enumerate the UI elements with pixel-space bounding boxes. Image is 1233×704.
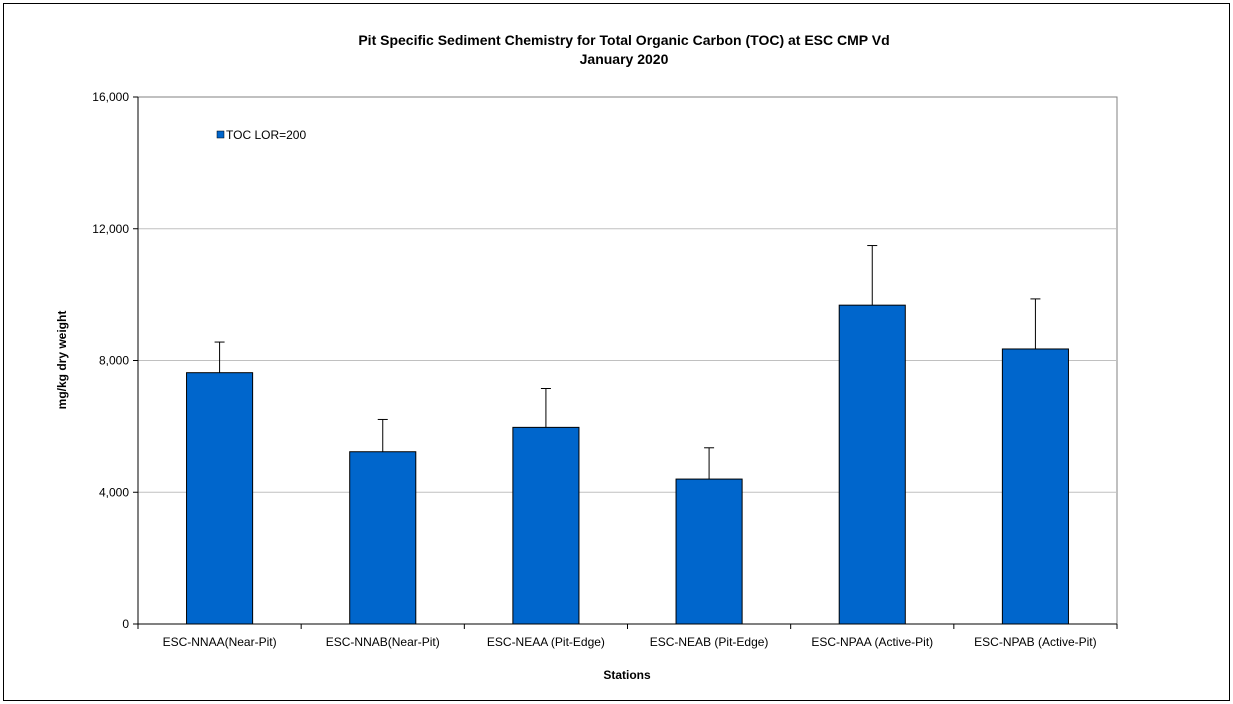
y-tick-label: 12,000	[92, 222, 129, 236]
legend-swatch	[216, 130, 225, 139]
gridlines	[138, 228, 1117, 493]
y-tick-label: 16,000	[92, 90, 129, 104]
x-axis-ticks: ESC-NNAA(Near-Pit) ESC-NNAB(Near-Pit) ESC-…	[137, 624, 1118, 649]
x-tick-label: ESC-NPAA (Active-Pit)	[811, 635, 933, 649]
legend-label: TOC LOR=200	[226, 128, 306, 142]
bars	[186, 304, 1069, 625]
x-tick-label: ESC-NNAB(Near-Pit)	[326, 635, 440, 649]
bar	[675, 478, 743, 625]
y-tick-label: 4,000	[99, 485, 129, 499]
y-tick-label: 0	[122, 617, 129, 631]
legend: TOC LOR=200	[216, 128, 306, 142]
x-tick-label: ESC-NEAB (Pit-Edge)	[650, 635, 769, 649]
x-tick-label: ESC-NNAA(Near-Pit)	[163, 635, 277, 649]
chart-title: Pit Specific Sediment Chemistry for Tota…	[358, 32, 889, 48]
y-tick-label: 8,000	[99, 354, 129, 368]
chart-subtitle: January 2020	[580, 51, 669, 67]
error-bars	[214, 245, 1041, 480]
y-axis-title: mg/kg dry weight	[55, 311, 69, 410]
y-axis-ticks: 0 4,000 8,000 12,000 16,000	[92, 90, 138, 631]
bar	[186, 372, 254, 625]
x-tick-label: ESC-NPAB (Active-Pit)	[974, 635, 1096, 649]
bar	[1001, 348, 1069, 625]
x-tick-label: ESC-NEAA (Pit-Edge)	[487, 635, 605, 649]
x-axis-title: Stations	[603, 668, 651, 682]
bar	[838, 304, 906, 625]
bar	[512, 426, 580, 625]
bar	[349, 451, 417, 625]
